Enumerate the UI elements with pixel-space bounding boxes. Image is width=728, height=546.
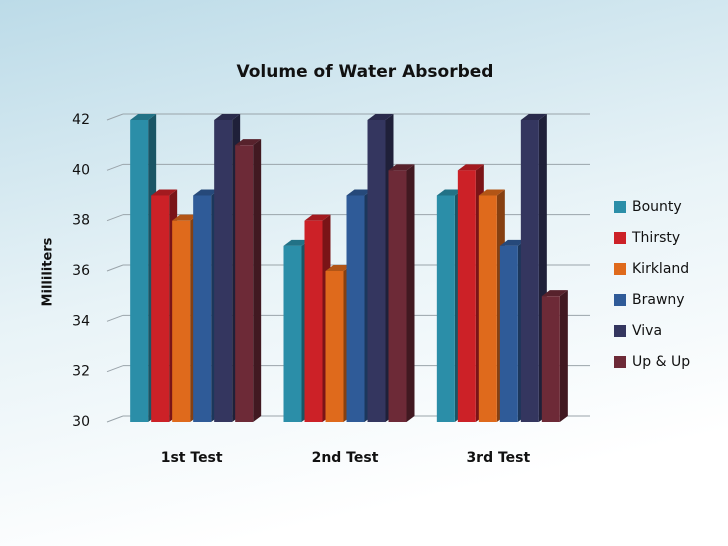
y-tick-label: 42	[72, 112, 90, 128]
bar	[235, 145, 254, 422]
bar	[457, 170, 476, 422]
bar-top	[130, 114, 157, 120]
bar	[283, 245, 302, 422]
legend-swatch	[614, 263, 626, 275]
bar	[367, 120, 386, 422]
legend-label: Up & Up	[632, 354, 690, 370]
bar	[325, 271, 344, 422]
bar-top	[478, 189, 505, 196]
y-tick-label: 38	[72, 213, 90, 229]
legend-label: Bounty	[632, 199, 682, 215]
bar-top	[541, 290, 568, 297]
x-tick-label: 1st Test	[161, 450, 223, 466]
bar	[130, 120, 149, 422]
bar-top	[214, 114, 241, 120]
x-tick-label: 3rd Test	[466, 450, 530, 466]
bar	[214, 120, 233, 422]
y-tick-label: 30	[72, 414, 90, 430]
bar	[193, 195, 212, 422]
bar-top	[499, 239, 526, 246]
y-tick-label: 40	[72, 162, 90, 178]
bar	[388, 170, 407, 422]
x-tick-label: 2nd Test	[312, 450, 379, 466]
bar-side	[406, 164, 415, 423]
grid-line	[106, 365, 124, 373]
y-tick-label: 36	[72, 263, 90, 279]
bar-side	[253, 139, 262, 422]
bar	[541, 296, 560, 422]
grid-line	[106, 314, 124, 322]
bar-top	[283, 239, 310, 246]
bar-top	[235, 139, 262, 146]
bar	[520, 120, 539, 422]
bar-top	[172, 214, 199, 221]
bar-side	[559, 290, 568, 422]
grid-line	[106, 415, 124, 423]
y-axis-label: Milliliters	[41, 237, 56, 306]
bar-top	[367, 114, 394, 120]
grid-line	[106, 163, 124, 171]
bar-top	[436, 189, 463, 196]
legend-label: Brawny	[632, 292, 685, 308]
legend-label: Thirsty	[631, 230, 680, 246]
bar-top	[457, 164, 484, 171]
bar-top	[346, 189, 373, 196]
bar	[478, 195, 497, 422]
chart-title: Volume of Water Absorbed	[237, 62, 494, 82]
y-tick-label: 32	[72, 364, 90, 380]
bar	[151, 195, 170, 422]
bar	[304, 220, 323, 422]
bar-top	[325, 265, 352, 271]
legend-swatch	[614, 356, 626, 368]
legend-swatch	[614, 294, 626, 306]
bar	[436, 195, 455, 422]
bar-top	[520, 114, 547, 120]
legend-swatch	[614, 325, 626, 337]
bar-top	[304, 214, 331, 221]
grid-line	[106, 264, 124, 272]
y-tick-label: 34	[72, 313, 90, 329]
grid-line	[106, 113, 124, 121]
bar-top	[388, 164, 415, 171]
bar	[499, 245, 518, 422]
bar-top	[193, 189, 220, 196]
bar	[172, 220, 191, 422]
legend-swatch	[614, 201, 626, 213]
legend-label: Kirkland	[632, 261, 689, 277]
grid-line	[106, 214, 124, 222]
legend-swatch	[614, 232, 626, 244]
bar-top	[151, 189, 178, 196]
legend-label: Viva	[632, 323, 662, 339]
bar	[346, 195, 365, 422]
